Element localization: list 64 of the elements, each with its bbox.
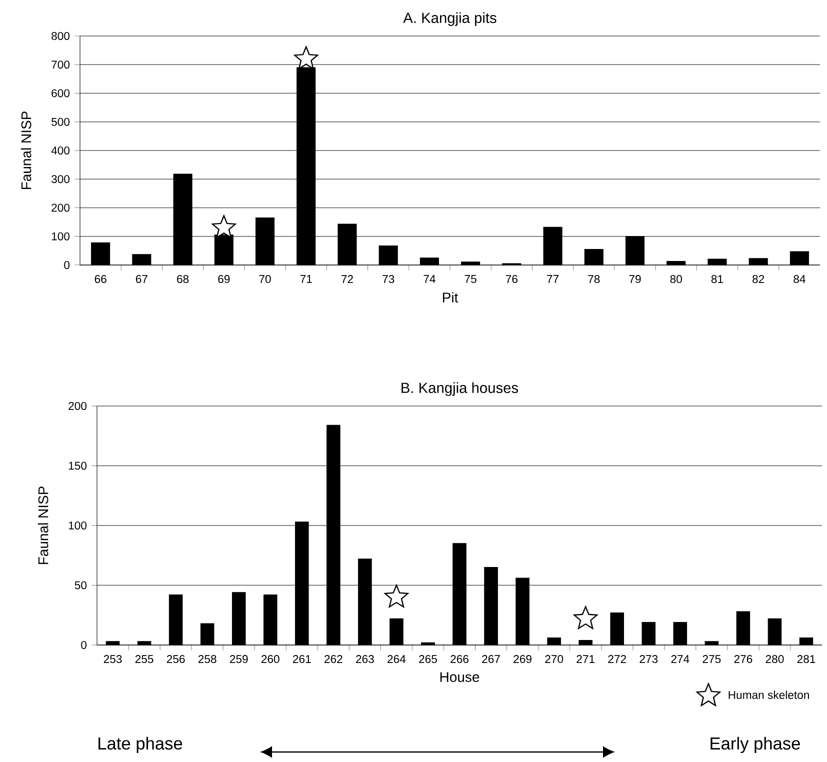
chart-title: A. Kangjia pits <box>403 12 496 26</box>
legend-label: Human skeleton <box>728 690 809 699</box>
x-tick-label: 275 <box>702 655 721 664</box>
x-tick-label: 79 <box>629 275 641 284</box>
x-tick-label: 71 <box>300 275 312 283</box>
x-tick-label: 76 <box>506 275 518 284</box>
x-tick-label: 75 <box>464 275 476 283</box>
x-tick-label: 280 <box>766 655 784 664</box>
x-tick-label: 270 <box>545 655 564 664</box>
x-axis-title: Pit <box>442 292 458 302</box>
y-axis-title: Faunal NISP <box>20 112 32 190</box>
y-tick-label: 700 <box>52 60 70 69</box>
y-tick-label: 200 <box>52 204 70 212</box>
text: Early phase <box>710 736 800 754</box>
chart-title: B. Kangjia houses <box>402 382 518 396</box>
x-tick-label: 264 <box>388 655 406 664</box>
x-tick-label: 261 <box>293 655 311 664</box>
x-tick-label: 70 <box>259 275 271 284</box>
x-tick-label: 73 <box>382 275 394 284</box>
x-tick-label: 265 <box>419 655 437 664</box>
y-tick-label: 600 <box>52 89 70 98</box>
x-tick-label: 67 <box>136 275 148 284</box>
x-tick-label: 68 <box>177 275 189 284</box>
x-tick-label: 274 <box>671 655 690 663</box>
x-tick-label: 269 <box>514 655 532 664</box>
y-tick-label: 500 <box>52 118 70 126</box>
y-tick-label: 0 <box>64 260 70 269</box>
x-tick-label: 258 <box>198 655 216 664</box>
x-tick-label: 66 <box>94 275 106 284</box>
x-tick-label: 255 <box>135 655 154 664</box>
x-tick-label: 260 <box>261 655 280 664</box>
x-tick-label: 84 <box>794 275 806 284</box>
text: Late phase <box>98 736 182 754</box>
y-tick-label: 300 <box>51 175 70 184</box>
x-tick-label: 267 <box>482 655 500 664</box>
x-tick-label: 256 <box>166 655 185 664</box>
x-tick-label: 74 <box>424 275 436 283</box>
y-tick-label: 50 <box>74 581 87 590</box>
x-tick-label: 263 <box>356 655 374 664</box>
x-tick-label: 82 <box>752 275 764 284</box>
x-tick-label: 72 <box>342 275 353 283</box>
y-tick-label: 100 <box>52 232 70 240</box>
x-tick-label: 253 <box>104 655 122 664</box>
x-tick-label: 77 <box>547 275 559 283</box>
x-tick-label: 69 <box>218 275 230 284</box>
y-axis-title: Faunal NISP <box>38 486 48 564</box>
x-tick-label: 80 <box>670 275 682 284</box>
y-tick-label: 800 <box>52 32 70 40</box>
x-tick-label: 272 <box>608 655 626 663</box>
x-tick-label: 271 <box>576 655 594 663</box>
x-tick-label: 276 <box>734 655 752 664</box>
x-tick-label: 266 <box>450 655 468 664</box>
y-tick-label: 100 <box>68 521 87 530</box>
y-tick-label: 0 <box>81 640 87 649</box>
x-tick-label: 81 <box>711 275 723 284</box>
y-tick-label: 150 <box>68 462 87 470</box>
x-axis-title: House <box>440 672 480 682</box>
x-tick-label: 78 <box>588 275 600 284</box>
x-tick-label: 262 <box>324 655 342 664</box>
y-tick-label: 400 <box>51 146 70 154</box>
x-tick-label: 259 <box>230 655 248 664</box>
x-tick-label: 273 <box>640 655 658 664</box>
y-tick-label: 200 <box>68 402 87 410</box>
x-tick-label: 281 <box>797 655 816 664</box>
